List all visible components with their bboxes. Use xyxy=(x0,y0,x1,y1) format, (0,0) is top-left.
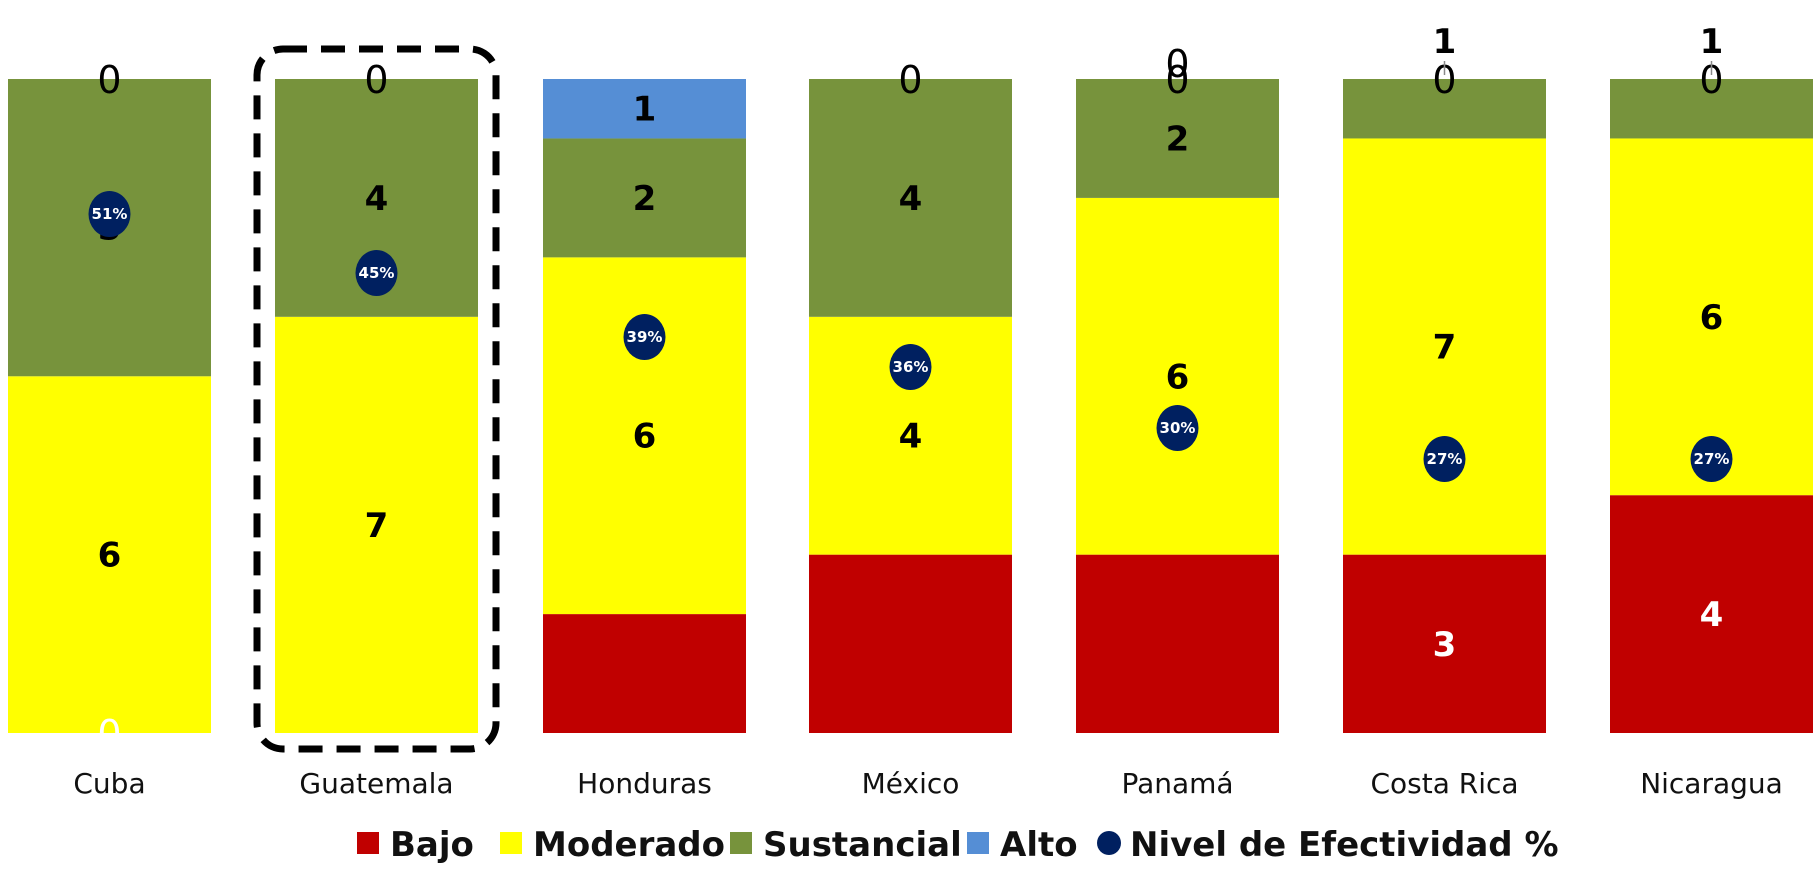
effectiveness-label-honduras: 39% xyxy=(627,328,663,346)
data-label-moderado-nicaragua: 6 xyxy=(1700,298,1724,338)
effectiveness-label-costa-rica: 27% xyxy=(1427,450,1463,468)
legend-label-alto: Alto xyxy=(1000,825,1078,865)
legend-swatch-alto xyxy=(967,832,989,854)
legend: Bajo Moderado Sustancial Alto Nivel de Efect… xyxy=(357,825,1559,865)
effectiveness-marker-honduras xyxy=(623,314,666,360)
category-label-honduras: Honduras xyxy=(577,767,712,800)
bar-segment-bajo-nicaragua xyxy=(1610,495,1813,733)
bar-segment-moderado-costa-rica xyxy=(1343,138,1546,555)
effectiveness-marker-costa-rica xyxy=(1423,436,1466,482)
data-label-alto-guatemala: 0 xyxy=(364,58,388,102)
data-label-moderado-guatemala: 7 xyxy=(365,506,389,546)
category-label-cuba: Cuba xyxy=(73,767,145,800)
bar-segment-sustancial-mexico xyxy=(809,79,1012,317)
effectiveness-marker-cuba xyxy=(88,191,131,237)
data-label-moderado-honduras: 6 xyxy=(633,417,657,457)
effectiveness-label-guatemala: 45% xyxy=(359,264,395,282)
legend-swatch-moderado xyxy=(500,832,522,854)
extra-labels-layer: 0 1 1 xyxy=(1165,22,1723,86)
extra-label-nicaragua: 1 xyxy=(1700,22,1724,62)
data-label-moderado-costa-rica: 7 xyxy=(1433,328,1457,368)
data-label-alto-honduras: 1 xyxy=(633,90,657,130)
effectiveness-marker-mexico xyxy=(889,344,932,390)
data-label-sustancial-guatemala: 4 xyxy=(365,179,389,219)
data-label-alto-mexico: 0 xyxy=(898,58,922,102)
bar-segment-moderado-guatemala xyxy=(275,316,478,733)
data-label-alto-panama: 0 xyxy=(1165,58,1189,102)
bar-segment-sustancial-honduras xyxy=(543,138,746,258)
data-label-bajo-cuba: 0 xyxy=(97,712,121,756)
bar-segment-sustancial-panama xyxy=(1076,79,1279,198)
legend-label-bajo: Bajo xyxy=(390,825,474,865)
legend-swatch-sustancial xyxy=(730,832,752,854)
effectiveness-marker-guatemala xyxy=(355,250,398,296)
bar-segment-moderado-panama xyxy=(1076,197,1279,555)
category-labels-layer: Cuba Guatemala Honduras México Panamá Costa R… xyxy=(73,767,1782,800)
legend-swatch-nivel-de-efectividad xyxy=(1097,831,1121,855)
category-label-costa-rica: Costa Rica xyxy=(1370,767,1518,800)
data-label-bajo-costa-rica: 3 xyxy=(1433,625,1457,665)
data-label-moderado-panama: 6 xyxy=(1166,357,1190,397)
bar-segment-sustancial-costa-rica xyxy=(1343,79,1546,139)
category-label-nicaragua: Nicaragua xyxy=(1640,767,1783,800)
category-label-mexico: México xyxy=(862,767,960,800)
effectiveness-marker-panama xyxy=(1156,405,1199,451)
effectiveness-label-mexico: 36% xyxy=(893,358,929,376)
bar-segment-sustancial-nicaragua xyxy=(1610,79,1813,139)
category-label-guatemala: Guatemala xyxy=(299,767,453,800)
bar-segment-moderado-cuba xyxy=(8,376,211,733)
segment-labels-layer: 0650740621440620370460 xyxy=(97,58,1723,756)
legend-label-sustancial: Sustancial xyxy=(763,825,962,865)
bar-segment-bajo-panama xyxy=(1076,554,1279,733)
legend-label-moderado: Moderado xyxy=(533,825,725,865)
data-label-moderado-mexico: 4 xyxy=(899,417,923,457)
data-label-moderado-cuba: 6 xyxy=(98,536,122,576)
data-label-sustancial-mexico: 4 xyxy=(899,179,923,219)
effectiveness-label-cuba: 51% xyxy=(92,205,128,223)
legend-label-nivel-de-efectividad: Nivel de Efectividad % xyxy=(1130,825,1559,865)
bar-segment-bajo-mexico xyxy=(809,554,1012,733)
category-label-panama: Panamá xyxy=(1121,767,1233,800)
legend-swatch-bajo xyxy=(357,832,379,854)
extra-label-costa-rica: 1 xyxy=(1433,22,1457,62)
effectiveness-markers-layer: 51% 45% 39% 36% 30% 27% 27% xyxy=(88,191,1733,482)
bar-segment-moderado-nicaragua xyxy=(1610,138,1813,496)
bar-segment-bajo-costa-rica xyxy=(1343,554,1546,733)
data-label-bajo-nicaragua: 4 xyxy=(1700,595,1724,635)
data-label-alto-cuba: 0 xyxy=(97,58,121,102)
highlight-box-guatemala xyxy=(253,45,500,753)
bar-segment-bajo-honduras xyxy=(543,614,746,733)
effectiveness-label-nicaragua: 27% xyxy=(1694,450,1730,468)
extra-label-panama: 0 xyxy=(1165,42,1189,86)
bar-segment-alto-honduras xyxy=(543,79,746,139)
data-label-sustancial-panama: 2 xyxy=(1166,119,1190,159)
data-label-sustancial-honduras: 2 xyxy=(633,179,657,219)
effectiveness-marker-nicaragua xyxy=(1690,436,1733,482)
effectiveness-label-panama: 30% xyxy=(1160,419,1196,437)
highlight-layer xyxy=(253,45,500,753)
bars-layer xyxy=(8,79,1813,733)
